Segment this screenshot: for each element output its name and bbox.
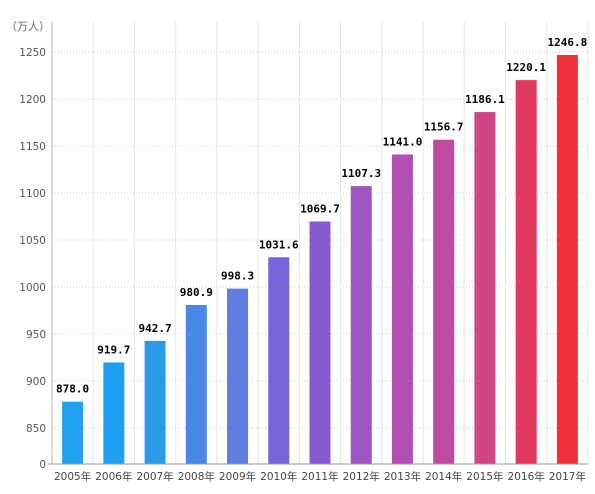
bar [350,186,372,464]
bar [227,288,249,464]
data-label: 1141.0 [383,135,423,148]
data-label: 1156.7 [424,121,464,134]
y-tick-label: 1000 [19,282,46,294]
x-tick-label: 2012年 [343,470,380,483]
x-tick-label: 2006年 [95,470,132,483]
bar [144,340,166,464]
x-tick-label: 2014年 [425,470,462,483]
y-axis: 0 850 900 950 1000 1050 1100 1150 1200 1250 [19,22,53,471]
bar [185,304,207,464]
x-tick-label: 2005年 [54,470,91,483]
data-label: 878.0 [56,383,89,396]
data-label: 980.9 [180,286,213,299]
y-axis-unit-label: （万人） [6,20,50,33]
bar [556,55,578,465]
data-label: 998.3 [221,270,254,283]
bar [62,401,84,464]
data-label: 1220.1 [506,61,546,74]
data-label: 942.7 [139,322,172,335]
x-tick-label: 2010年 [260,470,297,483]
y-tick-label: 1050 [19,235,46,247]
y-tick-label: 1150 [19,141,46,153]
y-tick-label: 0 [39,459,46,471]
y-tick-label: 1200 [19,94,46,106]
x-tick-label: 2011年 [301,470,338,483]
y-tick-label: 850 [26,423,46,435]
x-tick-label: 2009年 [219,470,256,483]
bar [309,221,331,464]
x-tick-label: 2015年 [466,470,503,483]
x-tick-label: 2016年 [508,470,545,483]
bar [515,80,537,464]
x-axis: 2005年 2006年 2007年 2008年 2009年 2010年 2011年 2012年… [48,463,588,483]
data-label: 1031.6 [259,238,299,251]
y-tick-label: 900 [26,376,46,388]
bar [391,154,413,464]
bar [433,139,455,464]
bars: 878.0 919.7 942.7 980.9 998.3 1031.6 1069.7 110… [56,36,588,465]
y-tick-label: 1250 [19,47,46,59]
bar [103,362,125,464]
bar [474,112,496,464]
y-tick-label: 950 [26,329,46,341]
y-tick-label: 1100 [19,188,46,200]
x-tick-label: 2017年 [549,470,586,483]
data-label: 1107.3 [341,167,381,180]
data-label: 1186.1 [465,93,505,106]
x-tick-label: 2008年 [178,470,215,483]
data-label: 1069.7 [300,202,340,215]
bar [268,257,290,464]
x-tick-label: 2007年 [136,470,173,483]
x-tick-label: 2013年 [384,470,421,483]
data-label: 1246.8 [548,36,588,49]
data-label: 919.7 [97,343,130,356]
